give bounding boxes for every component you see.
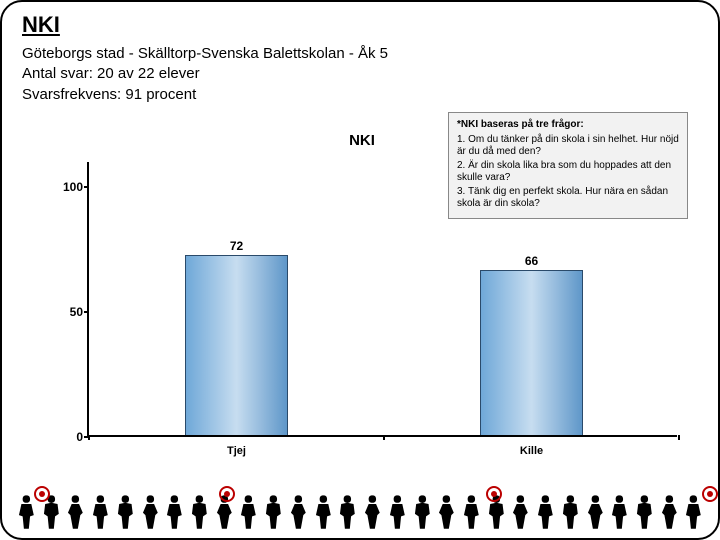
person-silhouette <box>459 488 484 530</box>
nki-chart: NKI 050100Tjej72Kille66 <box>42 132 682 472</box>
header-line-3: Svarsfrekvens: 91 procent <box>22 85 388 105</box>
bar-value-label: 72 <box>230 239 243 257</box>
footer-silhouette-strip <box>14 488 706 530</box>
info-title: *NKI baseras på tre frågor: <box>457 119 679 132</box>
target-icon <box>702 486 718 502</box>
person-silhouette <box>63 488 88 530</box>
person-silhouette <box>187 488 212 530</box>
target-icon <box>34 486 50 502</box>
person-silhouette <box>88 488 113 530</box>
bar <box>185 255 288 435</box>
y-tick-mark <box>84 311 89 313</box>
person-silhouette <box>385 488 410 530</box>
person-silhouette <box>335 488 360 530</box>
bar <box>480 270 583 435</box>
person-silhouette <box>236 488 261 530</box>
y-tick-label: 0 <box>49 430 83 444</box>
x-tick-mark <box>383 435 385 440</box>
person-silhouette <box>113 488 138 530</box>
page-title: NKI <box>22 12 388 38</box>
person-silhouette <box>434 488 459 530</box>
header-line-1: Göteborgs stad - Skälltorp-Svenska Balet… <box>22 44 388 64</box>
person-silhouette <box>286 488 311 530</box>
header-block: NKI Göteborgs stad - Skälltorp-Svenska B… <box>22 12 388 105</box>
bar-value-label: 66 <box>525 254 538 272</box>
person-silhouette <box>360 488 385 530</box>
person-silhouette <box>558 488 583 530</box>
header-subtitle: Göteborgs stad - Skälltorp-Svenska Balet… <box>22 44 388 105</box>
people-row <box>14 488 706 530</box>
person-silhouette <box>162 488 187 530</box>
target-icon <box>219 486 235 502</box>
person-silhouette <box>533 488 558 530</box>
header-line-2: Antal svar: 20 av 22 elever <box>22 64 388 84</box>
chart-title: NKI <box>42 132 682 149</box>
page-frame: NKI Göteborgs stad - Skälltorp-Svenska B… <box>0 0 720 540</box>
person-silhouette <box>657 488 682 530</box>
person-silhouette <box>583 488 608 530</box>
person-silhouette <box>261 488 286 530</box>
person-silhouette <box>508 488 533 530</box>
chart-plot-area: 050100Tjej72Kille66 <box>87 162 677 437</box>
y-tick-label: 50 <box>49 305 83 319</box>
target-icon <box>486 486 502 502</box>
person-silhouette <box>632 488 657 530</box>
person-silhouette <box>138 488 163 530</box>
person-silhouette <box>410 488 435 530</box>
person-silhouette <box>607 488 632 530</box>
person-silhouette <box>311 488 336 530</box>
x-tick-label: Kille <box>520 445 543 457</box>
y-tick-mark <box>84 186 89 188</box>
x-tick-label: Tjej <box>227 445 246 457</box>
y-tick-label: 100 <box>49 180 83 194</box>
x-tick-mark <box>88 435 90 440</box>
x-tick-mark <box>678 435 680 440</box>
